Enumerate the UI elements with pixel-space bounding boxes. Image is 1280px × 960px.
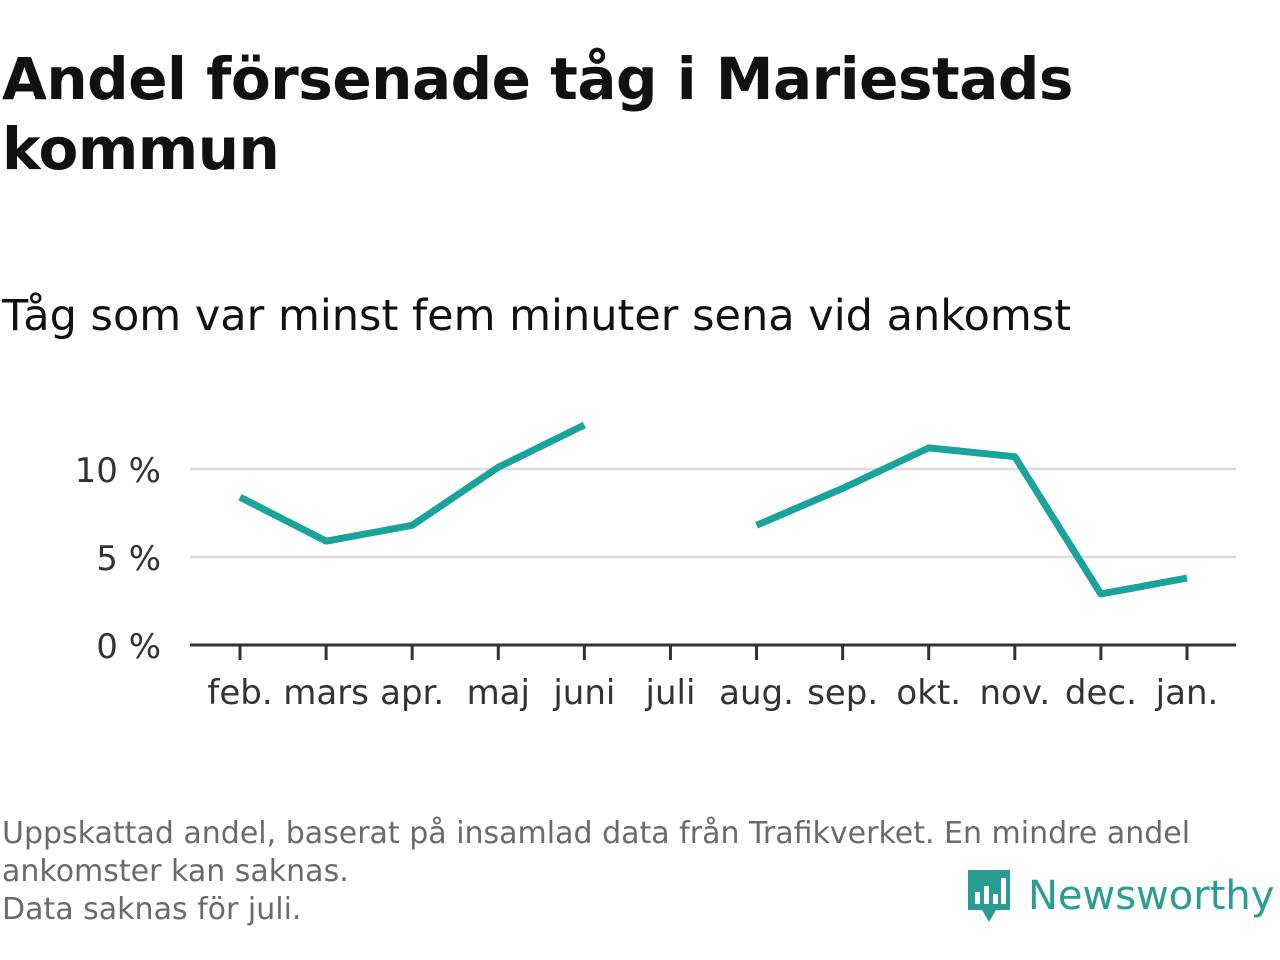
x-tick-label: feb.	[207, 673, 272, 713]
x-tick-label: okt.	[896, 673, 961, 713]
x-tick-label: aug.	[719, 673, 794, 713]
y-tick-label: 10 %	[75, 451, 161, 491]
x-tick-label: juni	[552, 673, 615, 713]
x-tick-label: dec.	[1065, 673, 1137, 713]
footer-note: Uppskattad andel, baserat på insamlad da…	[2, 815, 1272, 929]
newsworthy-logo-icon	[968, 870, 1010, 922]
footer-note-line: ankomster kan saknas.	[2, 854, 349, 889]
x-tick-label: jan.	[1155, 673, 1219, 713]
x-tick-label: apr.	[380, 673, 444, 713]
series-line	[238, 421, 586, 545]
footer-note-line: Uppskattad andel, baserat på insamlad da…	[2, 816, 1191, 851]
y-tick-label: 5 %	[96, 539, 161, 579]
series-lines	[238, 421, 1188, 598]
x-tick-label: juli	[645, 673, 696, 713]
chart-title: Andel försenade tåg i Mariestads kommun	[2, 45, 1073, 183]
brand-name: Newsworthy	[1028, 873, 1275, 919]
x-axis	[190, 643, 1236, 660]
x-tick-label: mars	[283, 673, 369, 713]
footer-note-line: Data saknas för juli.	[2, 892, 302, 927]
x-tick-label: nov.	[979, 673, 1050, 713]
y-tick-label: 0 %	[96, 627, 161, 667]
chart-subtitle: Tåg som var minst fem minuter sena vid a…	[2, 291, 1072, 341]
x-tick-label: sep.	[807, 673, 878, 713]
x-tick-label: maj	[467, 673, 530, 713]
grid-lines	[190, 467, 1236, 559]
brand-logo: Newsworthy	[964, 864, 1274, 928]
series-line	[755, 444, 1188, 598]
tick-labels: 0 % 5 % 10 % feb. mars apr. maj juni juli aug. sep…	[75, 451, 1219, 713]
